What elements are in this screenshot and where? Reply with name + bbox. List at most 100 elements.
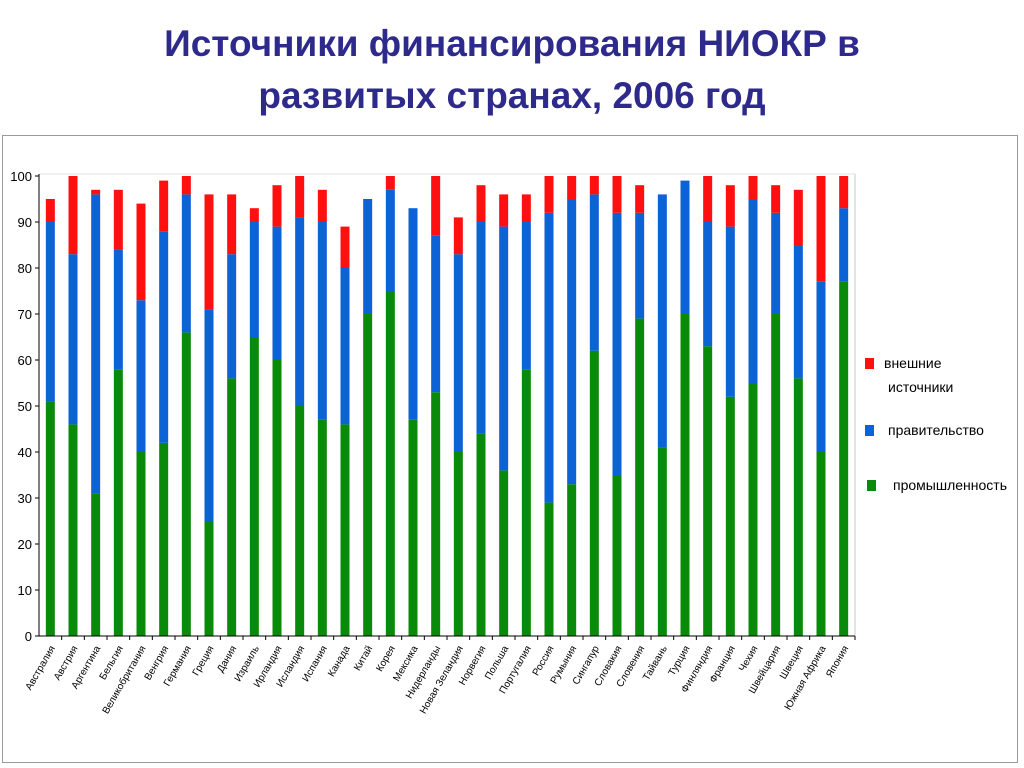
y-tick-label: 30 bbox=[18, 491, 32, 506]
legend-swatch-industry bbox=[867, 480, 876, 491]
bar-segment-government bbox=[91, 194, 101, 494]
x-category-label: Дания bbox=[215, 644, 239, 674]
bar-segment-government bbox=[408, 208, 418, 420]
y-tick-label: 60 bbox=[18, 353, 32, 368]
legend-label-external: внешние bbox=[884, 355, 942, 371]
x-category-label: Китай bbox=[352, 644, 375, 673]
bar-segment-government bbox=[521, 222, 531, 370]
bar-segment-external bbox=[272, 185, 282, 227]
bar-segment-industry bbox=[408, 419, 418, 636]
bar-segment-industry bbox=[544, 502, 554, 636]
bar-segment-industry bbox=[703, 346, 713, 636]
bar-segment-government bbox=[748, 199, 758, 383]
bar-segment-industry bbox=[340, 424, 350, 636]
x-category-label: Япония bbox=[824, 644, 851, 680]
bar-segment-government bbox=[703, 222, 713, 347]
bar-segment-government bbox=[431, 235, 441, 393]
bar-segment-external bbox=[204, 194, 214, 310]
bar-segment-government bbox=[45, 222, 55, 402]
bar-segment-government bbox=[635, 212, 645, 319]
bar-segment-industry bbox=[453, 452, 463, 636]
bar-segment-industry bbox=[68, 424, 78, 636]
bar-segment-industry bbox=[612, 475, 622, 636]
bar-segment-external bbox=[703, 176, 713, 222]
bar-segment-external bbox=[91, 189, 101, 195]
x-category-label: Корея bbox=[374, 644, 397, 674]
bar-segment-industry bbox=[499, 470, 509, 636]
bar-segment-industry bbox=[91, 493, 101, 636]
bar-segment-industry bbox=[521, 369, 531, 636]
bar-segment-industry bbox=[725, 396, 735, 636]
bar-segment-government bbox=[227, 254, 237, 379]
bar-segment-government bbox=[771, 212, 781, 314]
bar-segment-government bbox=[249, 222, 259, 337]
bar-segment-government bbox=[544, 212, 554, 503]
bar-segment-government bbox=[363, 199, 373, 314]
bar-segment-government bbox=[272, 226, 282, 360]
bar-segment-external bbox=[589, 176, 599, 195]
bar-segment-government bbox=[816, 281, 826, 452]
bar-segment-industry bbox=[385, 291, 395, 636]
bar-segment-external bbox=[340, 226, 350, 268]
bar-segment-industry bbox=[363, 314, 373, 636]
bar-segment-external bbox=[453, 217, 463, 255]
bar-segment-industry bbox=[136, 452, 146, 636]
bar-segment-external bbox=[816, 176, 826, 282]
bar-segment-government bbox=[340, 268, 350, 425]
bar-segment-government bbox=[295, 217, 305, 406]
bar-segment-external bbox=[793, 189, 803, 245]
bar-segment-government bbox=[453, 254, 463, 452]
bar-segment-government bbox=[68, 254, 78, 425]
y-tick-label: 100 bbox=[10, 169, 32, 184]
x-category-label: Канада bbox=[326, 644, 353, 679]
bar-segment-industry bbox=[839, 281, 849, 636]
bar-segment-government bbox=[113, 249, 123, 370]
bar-segment-government bbox=[793, 245, 803, 379]
bar-segment-government bbox=[567, 199, 577, 485]
bar-segment-industry bbox=[567, 484, 577, 636]
bar-segment-external bbox=[544, 176, 554, 213]
bar-segment-external bbox=[113, 189, 123, 250]
y-tick-label: 0 bbox=[25, 629, 32, 644]
legend-swatch-government bbox=[865, 425, 874, 436]
bar-segment-industry bbox=[159, 442, 169, 636]
bar-segment-external bbox=[499, 194, 509, 227]
bar-segment-industry bbox=[431, 392, 441, 636]
bar-segment-government bbox=[159, 231, 169, 443]
bar-segment-external bbox=[45, 199, 55, 222]
y-tick-label: 70 bbox=[18, 307, 32, 322]
bar-segment-government bbox=[612, 212, 622, 476]
bar-segment-government bbox=[385, 189, 395, 291]
bar-segment-government bbox=[317, 222, 327, 420]
bar-segment-government bbox=[136, 300, 146, 452]
bar-segment-external bbox=[249, 208, 259, 222]
bar-segment-industry bbox=[476, 433, 486, 636]
bar-segment-industry bbox=[45, 401, 55, 636]
bar-segment-industry bbox=[657, 447, 667, 636]
bar-segment-external bbox=[635, 185, 645, 213]
legend-label-external-2: источники bbox=[888, 379, 953, 395]
bar-segment-external bbox=[227, 194, 237, 255]
page-title-line-1: Источники финансирования НИОКР в bbox=[164, 23, 860, 64]
bar-segment-industry bbox=[249, 337, 259, 636]
legend-label-government: правительство bbox=[888, 422, 984, 438]
bar-segment-industry bbox=[748, 383, 758, 636]
bar-segment-government bbox=[181, 194, 191, 333]
x-category-label: Австралия bbox=[24, 644, 58, 692]
bar-segment-government bbox=[657, 194, 667, 448]
bar-segment-external bbox=[567, 176, 577, 199]
bar-segment-industry bbox=[589, 350, 599, 636]
bar-segment-government bbox=[204, 309, 214, 521]
bar-segment-industry bbox=[204, 521, 214, 636]
y-tick-label: 40 bbox=[18, 445, 32, 460]
bar-segment-external bbox=[771, 185, 781, 213]
bar-segment-external bbox=[181, 176, 191, 195]
page-title: Источники финансирования НИОКР в развиты… bbox=[0, 18, 1024, 122]
bar-segment-industry bbox=[680, 314, 690, 636]
bar-segment-external bbox=[68, 176, 78, 255]
bar-segment-industry bbox=[771, 314, 781, 636]
bar-segment-government bbox=[589, 194, 599, 351]
bar-segment-industry bbox=[272, 360, 282, 636]
bar-segment-external bbox=[431, 176, 441, 236]
bar-segment-external bbox=[317, 189, 327, 222]
